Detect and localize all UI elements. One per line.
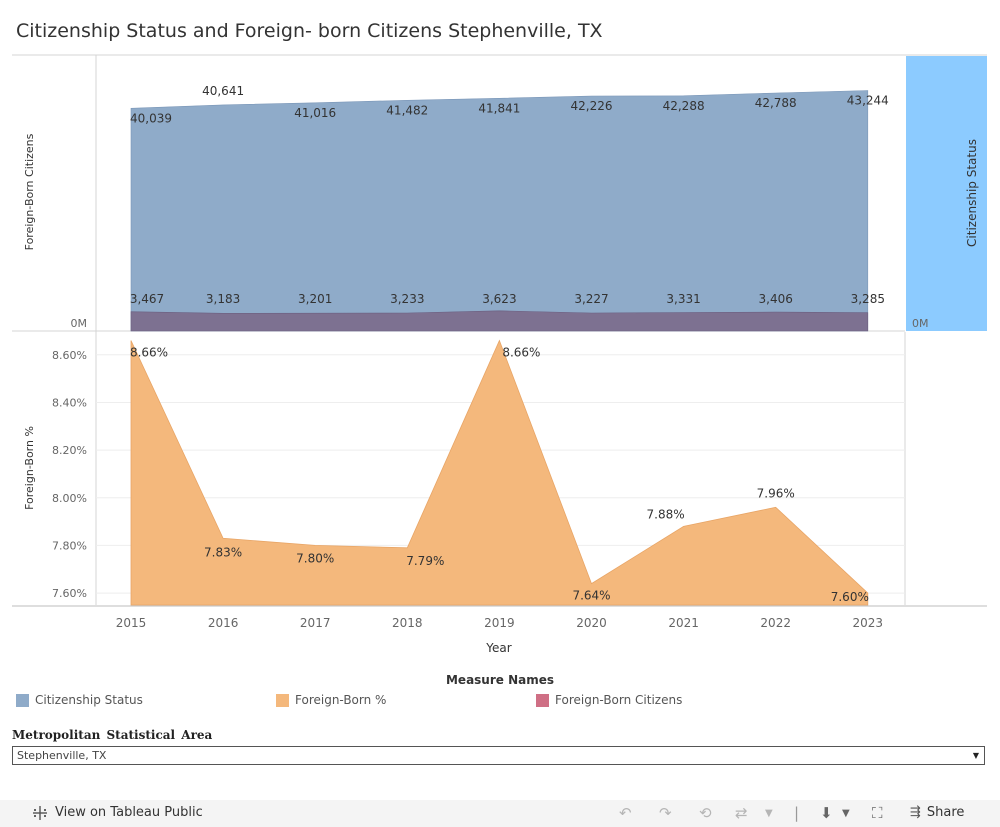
foreign-born-citizens-label: 3,467 bbox=[130, 292, 164, 306]
undo-icon[interactable]: ↶ bbox=[619, 804, 632, 822]
bottom-y-axis-title: Foreign-Born % bbox=[23, 426, 36, 510]
citizenship-status-right-panel bbox=[906, 56, 987, 331]
view-on-tableau-link[interactable]: View on Tableau Public bbox=[33, 805, 203, 820]
foreign-born-citizens-area bbox=[130, 310, 869, 332]
foreign-born-percent-label: 7.64% bbox=[572, 589, 610, 603]
x-tick-label: 2023 bbox=[853, 616, 884, 630]
chart-title: Citizenship Status and Foreign- born Cit… bbox=[16, 20, 603, 42]
x-axis-title: Year bbox=[485, 641, 511, 655]
top-y-tick-0m: 0M bbox=[71, 317, 88, 330]
citizenship-status-label: 42,288 bbox=[663, 99, 705, 113]
right-axis-tick-0m: 0M bbox=[912, 317, 929, 330]
y-tick-label: 8.20% bbox=[52, 444, 87, 457]
foreign-born-citizens-label: 3,233 bbox=[390, 292, 424, 306]
foreign-born-citizens-label: 3,227 bbox=[574, 292, 608, 306]
legend-item-citizenship-status[interactable]: Citizenship Status bbox=[16, 693, 143, 707]
y-tick-label: 8.00% bbox=[52, 492, 87, 505]
foreign-born-citizens-label: 3,331 bbox=[666, 292, 700, 306]
foreign-born-citizens-label: 3,285 bbox=[851, 292, 885, 306]
x-tick-label: 2022 bbox=[760, 616, 791, 630]
filter-label: Metropolitan Statistical Area bbox=[12, 728, 213, 742]
foreign-born-percent-label: 8.66% bbox=[502, 346, 540, 360]
tableau-toolbar: View on Tableau Public ↶ ↷ ⟲ ⇄ ▼ | ⬇ ▼ ⛶… bbox=[0, 800, 1000, 827]
foreign-born-percent-label: 7.96% bbox=[757, 486, 795, 500]
legend-title: Measure Names bbox=[445, 673, 555, 687]
foreign-born-citizens-label: 3,183 bbox=[206, 292, 240, 306]
foreign-born-percent-label: 7.79% bbox=[406, 554, 444, 568]
dropdown-arrow-icon: ▼ bbox=[972, 751, 979, 760]
toolbar-divider: | bbox=[794, 804, 800, 822]
citizenship-status-label: 42,226 bbox=[571, 99, 613, 113]
download-dropdown-icon[interactable]: ▼ bbox=[842, 808, 850, 819]
foreign-born-citizens-label: 3,406 bbox=[759, 292, 793, 306]
chart-area: Citizenship Status 0M Foreign-Born Citiz… bbox=[12, 54, 987, 655]
redo-icon[interactable]: ↷ bbox=[659, 804, 672, 822]
view-on-tableau-label: View on Tableau Public bbox=[55, 805, 203, 820]
foreign-born-percent-label: 7.60% bbox=[831, 590, 869, 604]
foreign-born-percent-label: 7.80% bbox=[296, 551, 334, 565]
citizenship-status-label: 40,039 bbox=[130, 111, 172, 125]
foreign-born-percent-label: 7.83% bbox=[204, 545, 242, 559]
legend-swatch bbox=[536, 693, 549, 707]
legend-label: Foreign-Born % bbox=[295, 693, 387, 707]
filter-value: Stephenville, TX bbox=[17, 749, 107, 762]
tableau-logo-icon bbox=[33, 806, 47, 820]
citizenship-status-label: 40,641 bbox=[202, 84, 244, 98]
citizenship-status-label: 43,244 bbox=[847, 94, 889, 108]
y-tick-label: 8.60% bbox=[52, 349, 87, 362]
legend-swatch bbox=[276, 693, 289, 707]
x-tick-label: 2016 bbox=[208, 616, 239, 630]
foreign-born-citizens-label: 3,623 bbox=[482, 292, 516, 306]
x-tick-label: 2020 bbox=[576, 616, 607, 630]
x-tick-label: 2017 bbox=[300, 616, 331, 630]
x-tick-label: 2019 bbox=[484, 616, 515, 630]
foreign-born-percent-label: 7.88% bbox=[647, 507, 685, 521]
refresh-dropdown-icon[interactable]: ▼ bbox=[765, 808, 773, 819]
legend-label: Foreign-Born Citizens bbox=[555, 693, 683, 707]
citizenship-status-label: 41,482 bbox=[386, 103, 428, 117]
foreign-born-percent-label: 8.66% bbox=[130, 346, 168, 360]
right-axis-title: Citizenship Status bbox=[965, 139, 979, 247]
x-tick-label: 2015 bbox=[116, 616, 147, 630]
legend-swatch bbox=[16, 693, 29, 707]
msa-filter-dropdown[interactable]: Stephenville, TX ▼ bbox=[12, 746, 985, 765]
x-tick-label: 2018 bbox=[392, 616, 423, 630]
citizenship-status-label: 41,016 bbox=[294, 106, 336, 120]
revert-icon[interactable]: ⟲ bbox=[699, 804, 712, 822]
legend-label: Citizenship Status bbox=[35, 693, 143, 707]
citizenship-status-label: 42,788 bbox=[755, 96, 797, 110]
y-tick-label: 7.80% bbox=[52, 539, 87, 552]
legend-item-foreign-born-percent[interactable]: Foreign-Born % bbox=[276, 693, 386, 707]
share-label: Share bbox=[926, 805, 965, 820]
fullscreen-icon[interactable]: ⛶ bbox=[872, 804, 883, 822]
citizenship-status-label: 41,841 bbox=[478, 101, 520, 115]
refresh-icon[interactable]: ⇄ bbox=[735, 804, 748, 822]
share-button[interactable]: ⇶ Share bbox=[910, 805, 964, 820]
foreign-born-percent-area bbox=[130, 339, 869, 606]
download-icon[interactable]: ⬇ bbox=[820, 804, 833, 822]
legend-item-foreign-born-citizens[interactable]: Foreign-Born Citizens bbox=[536, 693, 682, 707]
share-icon: ⇶ bbox=[910, 805, 921, 820]
citizenship-status-area bbox=[130, 90, 869, 332]
y-tick-label: 7.60% bbox=[52, 587, 87, 600]
top-y-axis-title: Foreign-Born Citizens bbox=[23, 133, 36, 250]
foreign-born-citizens-label: 3,201 bbox=[298, 292, 332, 306]
y-tick-label: 8.40% bbox=[52, 397, 87, 410]
x-tick-label: 2021 bbox=[668, 616, 699, 630]
